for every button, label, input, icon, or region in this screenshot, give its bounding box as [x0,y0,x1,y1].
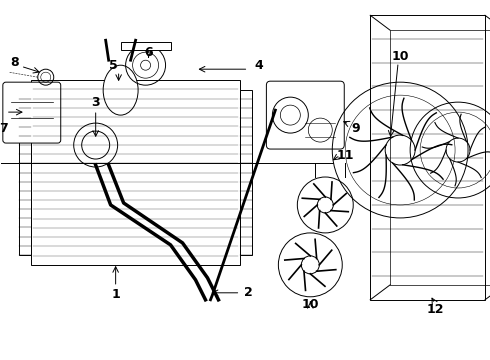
Text: 11: 11 [337,149,354,162]
Text: 12: 12 [426,303,444,316]
Bar [31,80,241,265]
Text: 9: 9 [351,122,360,135]
Bar [370,15,485,300]
Text: 10: 10 [301,298,319,311]
FancyBboxPatch shape [267,81,344,149]
Text: 8: 8 [10,56,19,69]
Ellipse shape [103,65,138,115]
Text: 2: 2 [244,286,253,299]
Bar [19,90,31,255]
Bar [241,90,252,255]
Text: 4: 4 [254,59,263,72]
Text: 6: 6 [144,46,153,59]
FancyBboxPatch shape [3,82,61,143]
Text: 5: 5 [109,59,118,72]
Bar [121,42,171,50]
Text: 3: 3 [91,96,100,109]
Text: 1: 1 [111,288,120,301]
Bar [390,30,490,285]
Text: 7: 7 [0,122,8,135]
Text: 10: 10 [392,50,409,63]
